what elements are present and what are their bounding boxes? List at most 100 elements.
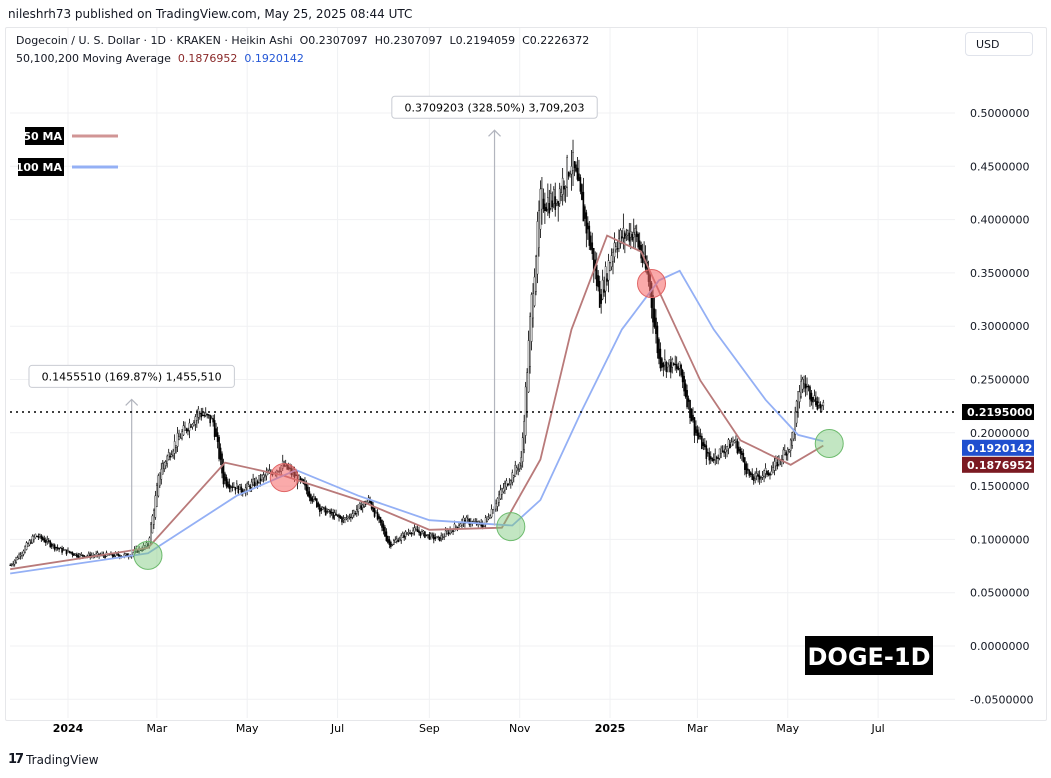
candle-body: [142, 545, 145, 550]
candle-body: [24, 546, 26, 553]
candle-body: [310, 494, 312, 501]
candle-body: [598, 281, 601, 308]
candle-body: [34, 533, 37, 539]
candle-body: [187, 429, 189, 432]
candle-body: [632, 232, 635, 238]
x-tick-label: May: [236, 722, 259, 735]
candle-body: [218, 436, 220, 459]
candle-body: [261, 475, 263, 480]
candle-body: [517, 468, 520, 470]
candle-body: [589, 235, 592, 250]
candle-body: [761, 475, 764, 478]
candle-body: [791, 432, 794, 446]
candle-body: [388, 539, 391, 545]
candle-body: [723, 450, 725, 454]
candle-body: [379, 517, 382, 523]
candle-body: [538, 210, 540, 248]
candle-body: [157, 475, 160, 497]
candle-body: [456, 526, 459, 528]
candle-body: [225, 476, 228, 487]
candle-body: [212, 418, 214, 423]
candle-body: [585, 212, 588, 234]
candle-body: [772, 467, 774, 474]
candle-body: [757, 474, 759, 477]
candle-body: [53, 544, 56, 550]
candle-body: [320, 508, 323, 511]
candle-body: [305, 483, 308, 491]
candle-body: [551, 200, 554, 208]
candle-body: [196, 413, 198, 421]
candle-body: [766, 470, 768, 475]
candle-body: [384, 527, 386, 537]
candle-body: [671, 359, 674, 368]
candle-body: [397, 539, 400, 542]
candle-body: [789, 439, 792, 451]
symbol-header: Dogecoin / U. S. Dollar · 1D · KRAKEN · …: [16, 34, 589, 47]
candle-body: [425, 534, 428, 536]
measure-label: 0.3709203 (328.50%) 3,709,203: [405, 101, 585, 114]
candle-body: [443, 536, 445, 538]
candle-body: [207, 414, 210, 416]
candle-body: [603, 289, 605, 293]
watermark-label: DOGE-1D: [808, 643, 931, 671]
candle-body: [508, 483, 511, 485]
candle-body: [810, 392, 813, 402]
candle-body: [299, 477, 302, 481]
candle-body: [584, 206, 586, 219]
candle-body: [775, 458, 777, 467]
footer-brand: TradingView: [26, 752, 99, 767]
measure-arrowhead: [488, 129, 501, 137]
death-cross-marker: [269, 463, 299, 493]
candle-body: [43, 538, 46, 543]
candle-body: [801, 379, 804, 390]
candle-body: [181, 431, 183, 439]
candle-body: [372, 504, 374, 512]
candle-body: [335, 513, 337, 516]
candle-body: [376, 512, 379, 520]
candle-body: [702, 442, 705, 446]
candle-body: [573, 161, 576, 169]
candle-body: [455, 525, 457, 528]
candle-body: [786, 448, 789, 455]
candle-body: [760, 476, 762, 479]
candle-body: [705, 445, 708, 459]
golden-cross-marker: [814, 428, 844, 458]
candle-body: [507, 483, 509, 486]
candle-body: [317, 502, 320, 507]
candle-body: [350, 516, 352, 519]
candle-body: [327, 509, 330, 512]
ohlc-values: O0.2307097 H0.2307097 L0.2194059 C0.2226…: [299, 34, 590, 47]
candle-body: [744, 457, 746, 470]
candle-body: [68, 550, 71, 553]
currency-button[interactable]: USD: [965, 32, 1033, 56]
candle-body: [441, 536, 444, 539]
candle-body: [450, 529, 453, 532]
candle-body: [629, 231, 632, 238]
candle-body: [151, 515, 154, 534]
candle-body: [548, 203, 551, 214]
candle-body: [458, 525, 460, 528]
candle-body: [18, 553, 20, 559]
candle-body: [524, 386, 527, 436]
candle-body: [184, 426, 186, 431]
candle-body: [720, 447, 722, 454]
candle-body: [498, 494, 500, 503]
candle-body: [33, 536, 35, 540]
candle-body: [704, 443, 706, 448]
candle-body: [496, 498, 499, 507]
candle-body: [764, 468, 767, 474]
candle-body: [262, 474, 265, 478]
candle-body: [726, 446, 728, 451]
candle-body: [9, 564, 12, 566]
candle-body: [773, 461, 776, 471]
candle-body: [236, 483, 238, 489]
candle-body: [240, 486, 243, 493]
candle-body: [395, 538, 398, 542]
candle-body: [73, 553, 75, 556]
candle-body: [339, 516, 342, 519]
candle-body: [812, 396, 814, 403]
candle-body: [264, 475, 266, 477]
candle-body: [341, 517, 343, 523]
candle-body: [46, 539, 49, 542]
